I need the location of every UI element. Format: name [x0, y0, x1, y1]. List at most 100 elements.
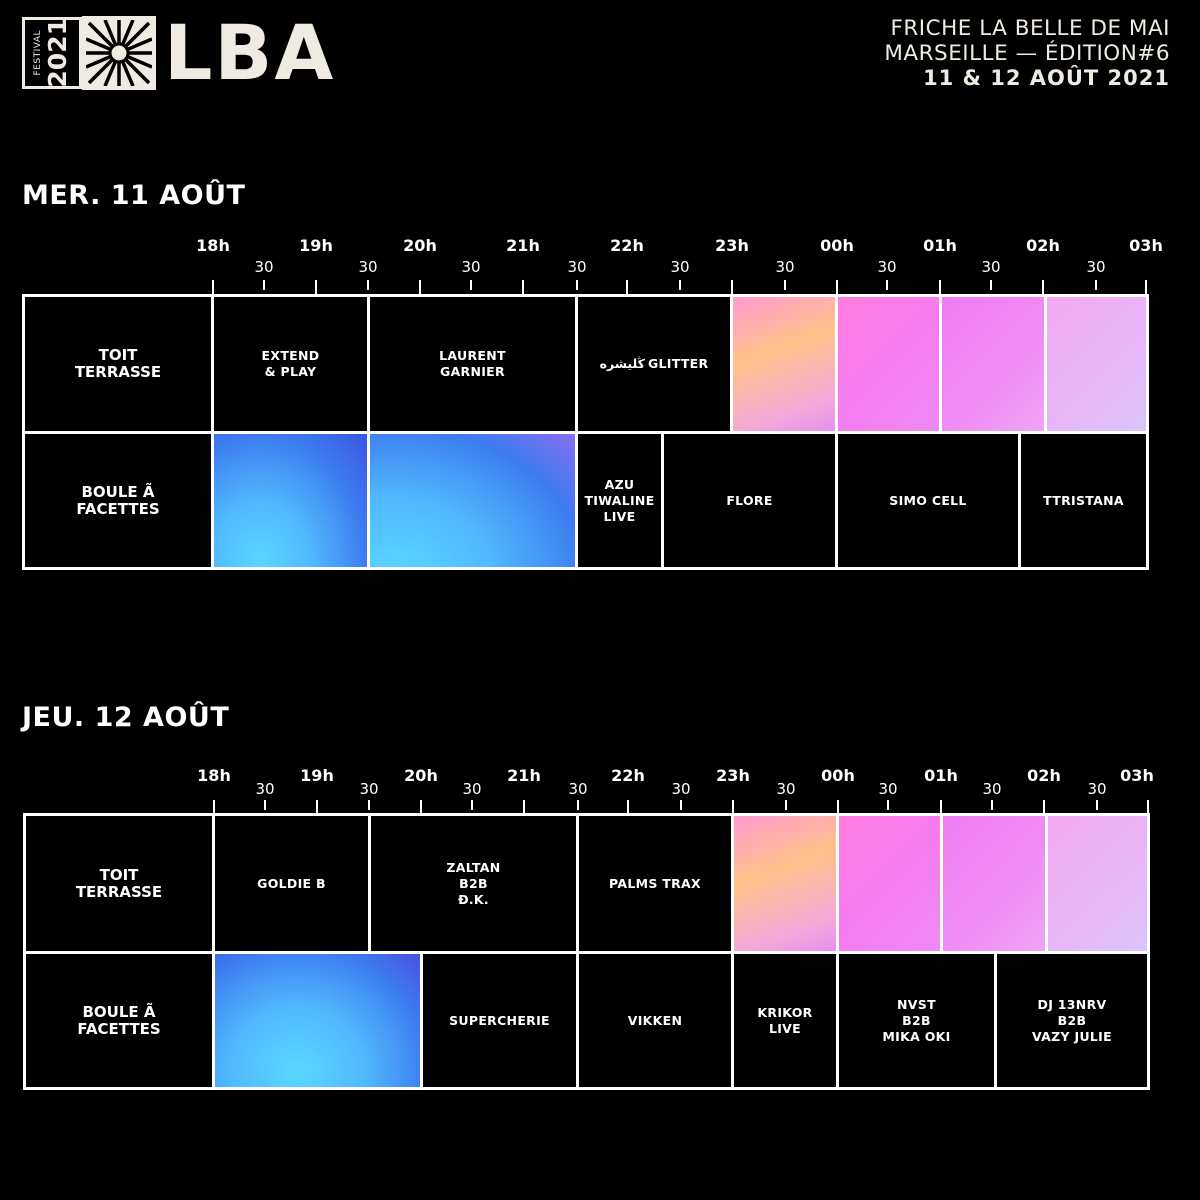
hour-tick	[316, 800, 318, 815]
set-cell[interactable]: LAURENT GARNIER	[367, 294, 578, 434]
hour-tick	[1145, 280, 1147, 296]
half-hour-label: 30	[254, 258, 274, 276]
hour-tick	[213, 800, 215, 815]
half-hour-label: 30	[1086, 258, 1106, 276]
set-cell[interactable]: ZALTAN B2B Ð.K.	[368, 813, 579, 954]
hour-tick	[315, 280, 317, 296]
hour-label: 20h	[403, 236, 437, 255]
empty-slot	[939, 294, 1047, 434]
half-hour-label: 30	[877, 258, 897, 276]
artist-name: DJ 13NRV B2B VAZY JULIE	[1032, 996, 1112, 1044]
half-tick	[679, 280, 681, 290]
artist-name: PALMS TRAX	[609, 875, 701, 891]
half-tick	[887, 800, 889, 810]
half-tick	[263, 280, 265, 290]
half-hour-label: 30	[878, 780, 898, 798]
set-cell[interactable]: ڭليشره GLITTER	[575, 294, 733, 434]
hour-label: 19h	[300, 766, 334, 785]
hour-label: 03h	[1120, 766, 1154, 785]
hour-label: 19h	[299, 236, 333, 255]
set-cell[interactable]: VIKKEN	[576, 951, 734, 1090]
hour-tick	[420, 800, 422, 815]
empty-slot	[1044, 294, 1149, 434]
starburst-icon	[82, 16, 156, 90]
half-hour-label: 30	[981, 258, 1001, 276]
half-tick	[990, 280, 992, 290]
set-cell[interactable]: DJ 13NRV B2B VAZY JULIE	[994, 951, 1150, 1090]
hour-label: 00h	[821, 766, 855, 785]
half-tick	[576, 280, 578, 290]
half-tick	[368, 800, 370, 810]
set-cell[interactable]: SIMO CELL	[835, 431, 1021, 570]
hour-tick	[627, 800, 629, 815]
venue-line-2: MARSEILLE — ÉDITION#6	[884, 41, 1170, 66]
half-hour-label: 30	[462, 780, 482, 798]
set-cell[interactable]: SUPERCHERIE	[420, 951, 579, 1090]
hour-tick	[523, 800, 525, 815]
hour-label: 02h	[1027, 766, 1061, 785]
venue-info: FRICHE LA BELLE DE MAI MARSEILLE — ÉDITI…	[884, 16, 1170, 91]
hour-label: 23h	[715, 236, 749, 255]
stage-name: BOULE Ã FACETTES	[76, 482, 160, 518]
hour-tick	[836, 280, 838, 296]
half-hour-label: 30	[358, 258, 378, 276]
half-tick	[577, 800, 579, 810]
artist-name: AZU TIWALINE LIVE	[584, 476, 655, 524]
half-hour-label: 30	[568, 780, 588, 798]
half-tick	[784, 280, 786, 290]
artist-name: FLORE	[726, 492, 773, 508]
half-hour-label: 30	[255, 780, 275, 798]
artist-name: EXTEND & PLAY	[261, 348, 320, 379]
set-cell[interactable]: NVST B2B MIKA OKI	[836, 951, 997, 1090]
hour-label: 20h	[404, 766, 438, 785]
hour-tick	[731, 280, 733, 296]
half-hour-label: 30	[461, 258, 481, 276]
stage-label-cell: BOULE Ã FACETTES	[22, 431, 214, 570]
set-cell[interactable]: EXTEND & PLAY	[211, 294, 370, 434]
set-cell[interactable]: FLORE	[661, 431, 838, 570]
half-hour-label: 30	[1087, 780, 1107, 798]
logo-tag: FESTIVAL 2021	[22, 17, 82, 89]
empty-slot	[836, 813, 943, 954]
half-hour-label: 30	[982, 780, 1002, 798]
day-title: MER. 11 AOÛT	[22, 180, 246, 211]
hour-label: 02h	[1026, 236, 1060, 255]
artist-name: ZALTAN B2B Ð.K.	[446, 859, 501, 907]
artist-name: TTRISTANA	[1043, 492, 1124, 508]
artist-name: LAURENT GARNIER	[439, 348, 506, 379]
half-hour-label: 30	[776, 780, 796, 798]
stage-name: BOULE Ã FACETTES	[77, 1002, 161, 1038]
set-cell[interactable]: PALMS TRAX	[576, 813, 734, 954]
set-cell[interactable]: GOLDIE B	[212, 813, 371, 954]
hour-label: 22h	[611, 766, 645, 785]
logo-name: LBA	[164, 8, 336, 97]
hour-tick	[419, 280, 421, 296]
hour-label: 23h	[716, 766, 750, 785]
stage-name: TOIT TERRASSE	[74, 346, 162, 381]
half-hour-label: 30	[567, 258, 587, 276]
hour-tick	[626, 280, 628, 296]
artist-name: NVST B2B MIKA OKI	[882, 996, 951, 1044]
hour-tick	[939, 280, 941, 296]
half-tick	[886, 280, 888, 290]
set-cell[interactable]: KRIKOR LIVE	[731, 951, 839, 1090]
half-tick	[1095, 280, 1097, 290]
set-cell[interactable]: TTRISTANA	[1018, 431, 1149, 570]
half-tick	[680, 800, 682, 810]
hour-tick	[1147, 800, 1149, 815]
half-tick	[264, 800, 266, 810]
empty-slot	[940, 813, 1048, 954]
logo-year: 2021	[43, 18, 72, 88]
empty-slot	[731, 813, 839, 954]
empty-slot	[730, 294, 838, 434]
set-cell[interactable]: AZU TIWALINE LIVE	[575, 431, 664, 570]
half-tick	[367, 280, 369, 290]
hour-label: 00h	[820, 236, 854, 255]
hour-label: 01h	[924, 766, 958, 785]
half-hour-label: 30	[775, 258, 795, 276]
artist-name: ڭليشره GLITTER	[599, 356, 709, 371]
empty-slot	[367, 431, 578, 570]
hour-label: 18h	[197, 766, 231, 785]
hour-tick	[732, 800, 734, 815]
empty-slot	[211, 431, 370, 570]
